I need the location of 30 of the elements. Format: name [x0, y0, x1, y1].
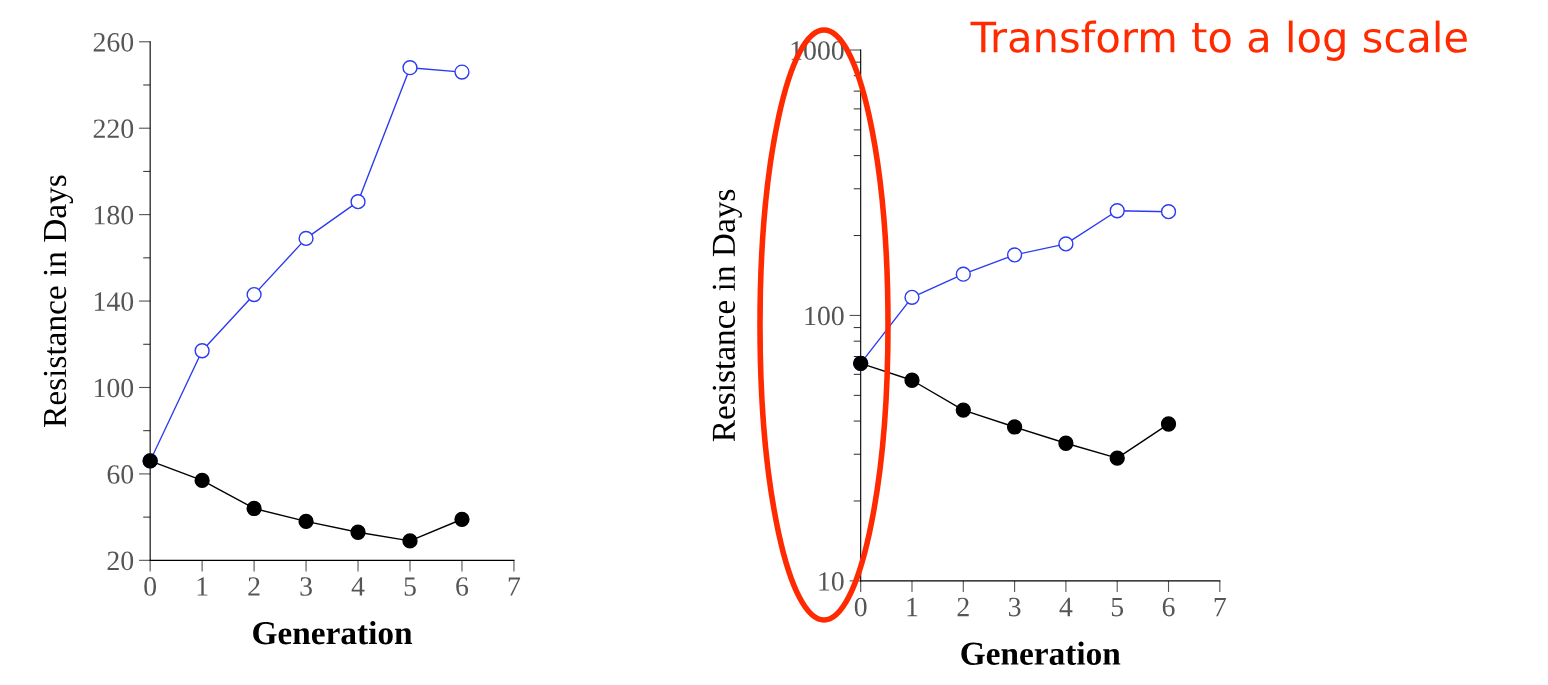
- y-tick-label: 20: [107, 551, 134, 571]
- y-tick-label: 10: [819, 572, 844, 591]
- y-tick-label: 220: [93, 119, 134, 139]
- x-tick-label: 6: [456, 577, 469, 596]
- y-tick-label: 180: [94, 205, 134, 225]
- x-tick-label: 0: [144, 577, 157, 596]
- x-tick-label: 5: [1111, 597, 1124, 617]
- y-tick-label: 100: [805, 306, 844, 326]
- y-tick-label: 100: [94, 378, 134, 398]
- x-tick-label: 3: [1008, 597, 1021, 617]
- x-tick-label: 7: [1214, 597, 1226, 617]
- x-tick-label: 1: [197, 577, 208, 596]
- y-axis-title: Resistance in Days: [712, 189, 742, 442]
- x-axis-title: Generation: [253, 620, 413, 645]
- annotation: Transform to a log scale: [970, 20, 1467, 61]
- y-tick-label: 60: [107, 465, 134, 484]
- x-tick-label: 1: [907, 597, 918, 617]
- y-axis-title: Resistance in Days: [43, 175, 74, 427]
- x-tick-label: 4: [351, 577, 365, 596]
- x-tick-label: 3: [300, 577, 312, 596]
- x-tick-label: 7: [508, 577, 521, 596]
- x-tick-label: 6: [1162, 597, 1175, 617]
- y-tick-label: 140: [94, 292, 134, 311]
- y-tick-label: 260: [93, 32, 134, 52]
- x-tick-label: 2: [957, 597, 969, 617]
- x-tick-label: 2: [248, 577, 260, 596]
- x-tick-label: 4: [1059, 597, 1073, 617]
- x-axis-title: Generation: [961, 641, 1121, 665]
- x-tick-label: 5: [404, 577, 416, 596]
- x-tick-label: 0: [854, 597, 867, 617]
